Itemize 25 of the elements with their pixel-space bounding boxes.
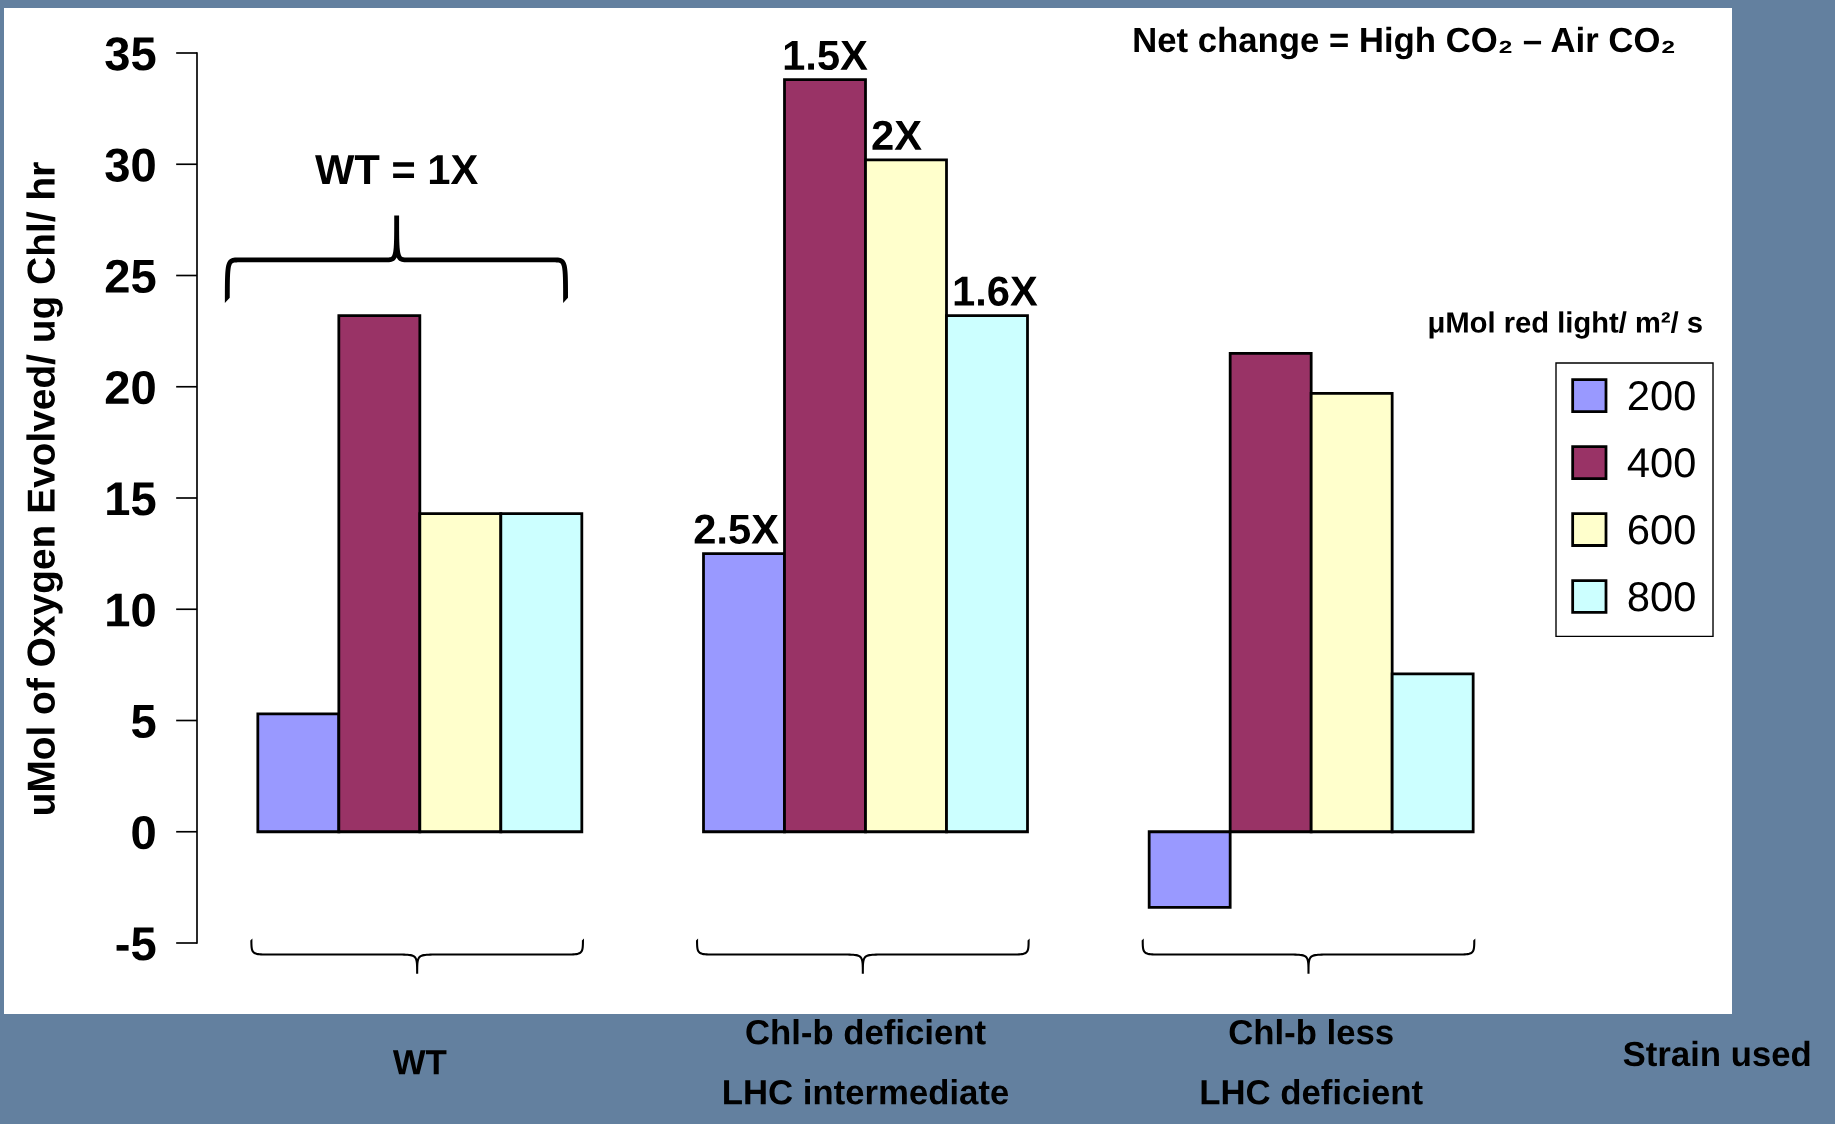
y-tick-label: 20	[105, 370, 155, 405]
y-tick-label: 25	[105, 259, 156, 294]
y-tick-label: 10	[107, 593, 155, 627]
legend-title: μMol red light/ m²/ s	[1429, 311, 1702, 339]
x-tick-label: Chl-b deficient LHC intermediate	[724, 1019, 1009, 1105]
x-tick-label: WT	[392, 1050, 447, 1075]
y-tick-label: -5	[116, 927, 156, 961]
legend-label: 200	[1628, 380, 1695, 411]
x-tick-label: Chl-b less LHC deficient	[1201, 1019, 1423, 1105]
chart-title: Net change = High CO₂ – Air CO₂	[1134, 26, 1675, 60]
y-tick-label: 0	[132, 815, 155, 850]
y-tick-label: 5	[131, 705, 156, 739]
legend-label: 800	[1628, 581, 1695, 612]
annotation: 1.6X	[954, 276, 1038, 306]
annotation: 2X	[872, 120, 922, 150]
y-axis-title: uMol of Oxygen Evolved/ ug Chl/ hr	[26, 162, 63, 814]
y-tick-label: 15	[107, 482, 156, 516]
annotation: 1.5X	[784, 41, 868, 71]
legend-label: 400	[1627, 447, 1695, 478]
annotation: 2.5X	[694, 514, 779, 544]
y-tick-label: 35	[105, 37, 156, 71]
y-tick-label: 30	[105, 148, 155, 182]
annotation: WT = 1X	[315, 155, 478, 184]
x-axis-title: Strain used	[1623, 1040, 1810, 1067]
legend-label: 600	[1628, 514, 1695, 545]
